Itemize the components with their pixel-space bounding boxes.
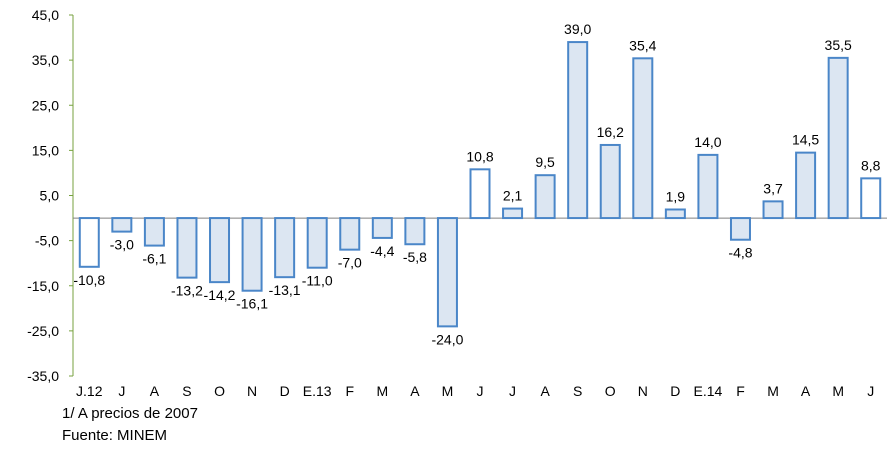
x-tick-label: J <box>867 383 874 399</box>
x-tick-label: A <box>150 383 160 399</box>
bar <box>502 207 524 220</box>
y-tick-label: -25,0 <box>27 323 59 339</box>
bar <box>534 174 556 220</box>
bar <box>339 217 361 251</box>
x-tick-label: F <box>736 383 745 399</box>
y-tick-label: 25,0 <box>32 97 59 113</box>
y-tick-label: 15,0 <box>32 142 59 158</box>
bar <box>729 217 751 241</box>
x-tick-label: J.12 <box>76 383 103 399</box>
bar <box>567 41 589 220</box>
bar <box>436 217 458 328</box>
bar <box>664 208 686 220</box>
y-tick-label: -15,0 <box>27 278 59 294</box>
data-label: 39,0 <box>564 21 591 37</box>
bar <box>762 200 784 220</box>
data-label: -6,1 <box>142 251 166 267</box>
x-tick-label: O <box>214 383 225 399</box>
data-label: -24,0 <box>431 331 463 347</box>
bar <box>306 217 328 269</box>
x-tick-label: M <box>442 383 454 399</box>
x-tick-label: E.14 <box>694 383 723 399</box>
x-tick-label: N <box>638 383 648 399</box>
bar <box>143 217 165 247</box>
y-tick-label: 45,0 <box>32 7 59 23</box>
bar <box>860 177 882 220</box>
bar <box>371 217 393 239</box>
x-tick-label: E.13 <box>303 383 332 399</box>
x-tick-label: D <box>670 383 680 399</box>
x-tick-label: O <box>605 383 616 399</box>
data-label: 3,7 <box>763 180 783 196</box>
data-label: -14,2 <box>204 287 236 303</box>
bar <box>241 217 263 292</box>
data-label: 1,9 <box>666 188 686 204</box>
data-label: 9,5 <box>535 154 555 170</box>
x-tick-label: A <box>410 383 420 399</box>
bar <box>827 56 849 220</box>
data-label: -4,4 <box>370 243 394 259</box>
y-tick-label: 5,0 <box>40 188 60 204</box>
x-tick-label: S <box>182 383 191 399</box>
y-tick-label: 35,0 <box>32 52 59 68</box>
data-label: 35,5 <box>825 37 852 53</box>
x-tick-label: J <box>509 383 516 399</box>
y-tick-label: -5,0 <box>35 233 59 249</box>
data-label: -5,8 <box>403 249 427 265</box>
x-tick-label: M <box>832 383 844 399</box>
footnote-source: Fuente: MINEM <box>62 427 168 444</box>
bar <box>697 153 719 220</box>
data-label: 2,1 <box>503 188 523 204</box>
data-label: -10,8 <box>73 272 105 288</box>
x-tick-label: A <box>540 383 550 399</box>
x-tick-label: N <box>247 383 257 399</box>
data-label: -16,1 <box>236 296 268 312</box>
data-label: 10,8 <box>466 148 493 164</box>
x-tick-label: M <box>376 383 388 399</box>
data-label: -13,1 <box>269 282 301 298</box>
bar <box>404 217 426 246</box>
bar <box>599 143 621 220</box>
bar <box>176 217 198 279</box>
data-label: 8,8 <box>861 157 881 173</box>
data-label: -11,0 <box>302 273 333 289</box>
data-label: 16,2 <box>597 124 624 140</box>
x-tick-label: J <box>118 383 125 399</box>
bar <box>78 217 100 268</box>
footnote-prices: 1/ A precios de 2007 <box>62 405 198 422</box>
x-tick-label: S <box>573 383 582 399</box>
data-label: -3,0 <box>110 237 134 253</box>
bar <box>274 217 296 279</box>
x-tick-label: D <box>280 383 290 399</box>
bar <box>111 217 133 233</box>
bar <box>469 168 491 220</box>
x-axis-labels: J.12 J A S O N D E.13 F M A M J J A S O N D E.14 F M A M J <box>76 383 874 399</box>
x-tick-label: F <box>345 383 354 399</box>
y-axis: 45,0 35,0 25,0 15,0 5,0 -5,0 -15,0 -25,0 -35,0 <box>27 7 887 384</box>
data-label: -13,2 <box>171 283 203 299</box>
data-label: 14,5 <box>792 132 819 148</box>
data-label: 14,0 <box>694 134 721 150</box>
bar <box>795 151 817 220</box>
bar-chart: 45,0 35,0 25,0 15,0 5,0 -5,0 -15,0 -25,0 -35,0 -… <box>27 7 887 399</box>
x-tick-label: A <box>801 383 811 399</box>
data-label: -4,8 <box>728 245 752 261</box>
x-tick-label: M <box>767 383 779 399</box>
data-label: -7,0 <box>338 255 362 271</box>
bar <box>209 217 231 284</box>
value-labels: -10,8 -3,0 -6,1 -13,2 -14,2-16,1-13,1-11,0 -7… <box>73 21 880 347</box>
data-label: 35,4 <box>629 37 656 53</box>
bars <box>78 41 882 328</box>
y-tick-label: -35,0 <box>27 368 59 384</box>
x-tick-label: J <box>477 383 484 399</box>
bar <box>632 57 654 220</box>
